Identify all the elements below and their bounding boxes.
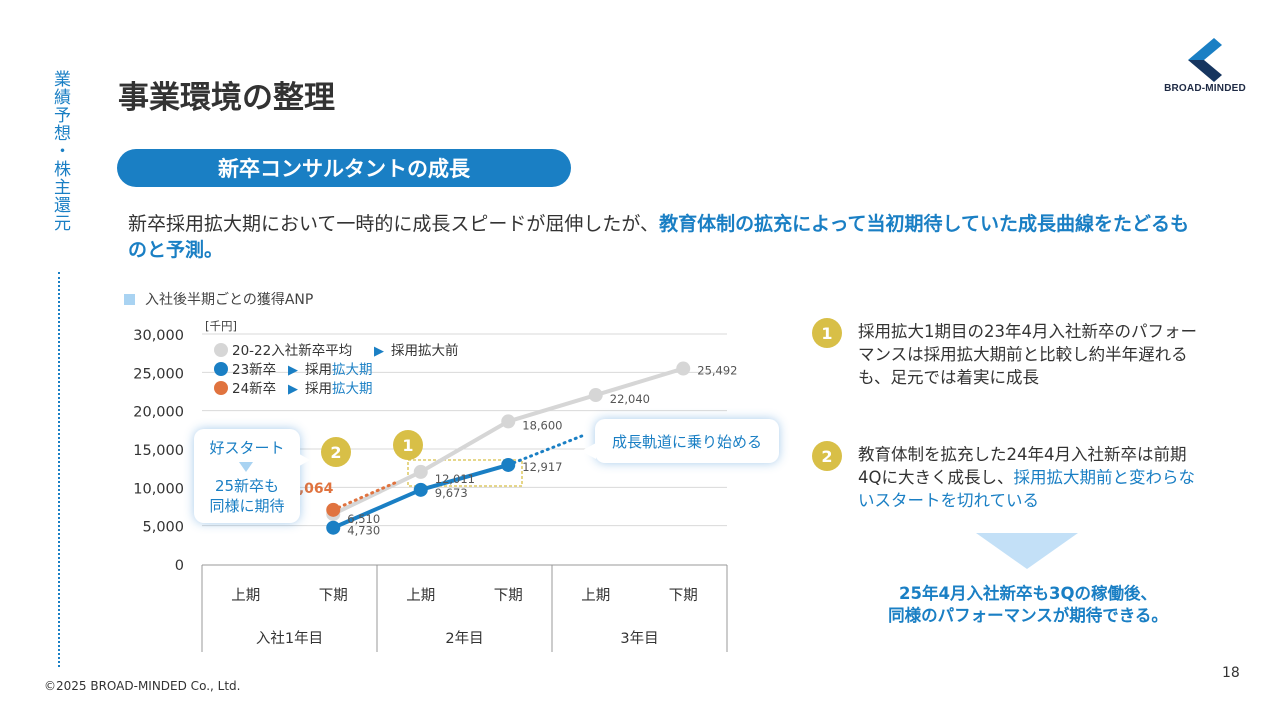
page-title: 事業環境の整理 (118, 80, 335, 116)
anp-line-chart: 0 5,000 10,000 15,000 20,000 25,000 30,000 [千円]… (133, 319, 738, 652)
down-arrow-icon (976, 533, 1078, 569)
y-tick-label: 25,000 (133, 366, 184, 382)
highlight-dotted-box (407, 459, 523, 487)
legend-tag-rest: 拡大期 (332, 362, 373, 378)
lead-paragraph: 新卒採用拡大期において一時的に成長スピードが屈伸したが、教育体制の拡充によって当… (128, 211, 1198, 263)
logo-wordmark: BROAD-MINDED (1164, 83, 1246, 94)
x-tick-label: 上期 (581, 587, 610, 604)
caption-square-icon (124, 294, 135, 305)
section-title-pill: 新卒コンサルタントの成長 (117, 149, 571, 187)
legend-marker (214, 381, 228, 395)
y-tick-label: 5,000 (142, 520, 184, 536)
projection-dotted-line (506, 433, 586, 467)
legend-tag: 採用拡大前 (391, 342, 459, 359)
point-1-text: 採用拡大1期目の23年4月入社新卒のパフォーマンスは採用拡大期前と比較し約半年遅… (858, 322, 1197, 387)
data-point (413, 464, 428, 479)
legend-name: 23新卒 (232, 362, 276, 378)
data-label: 4,730 (347, 524, 380, 538)
callout-pointer (581, 443, 596, 459)
legend-arrow-icon: ▶ (288, 382, 298, 397)
data-point (676, 361, 691, 376)
data-point (588, 388, 603, 403)
sidebar-section-label: 業績予想・株主還元 (50, 70, 70, 232)
projection-dotted-line (331, 479, 401, 512)
good-start-text: 好スタート (209, 439, 285, 457)
x-group-label: 3年目 (620, 630, 658, 647)
copyright-footer: ©2025 BROAD-MINDED Co., Ltd. (44, 679, 241, 693)
legend-arrow-icon: ▶ (374, 344, 384, 359)
on-track-text: 成長軌道に乗り始める (611, 432, 762, 451)
legend-marker (214, 362, 228, 376)
chart-badge-1: 1 (393, 430, 423, 460)
good-start-subtext: 25新卒も同様に期待 (194, 476, 300, 516)
legend-arrow-icon: ▶ (288, 363, 298, 378)
legend-tag-prefix: 採用 (305, 362, 332, 378)
conclusion-line1: 25年4月入社新卒も3Qの稼働後、 (899, 584, 1157, 603)
x-group-label: 入社1年目 (256, 630, 323, 647)
data-point (413, 482, 428, 497)
point-2-text: 教育体制を拡充した24年4月入社新卒は前期4Qに大きく成長し、採用拡大期前と変わ… (858, 443, 1203, 512)
data-label: 22,040 (610, 392, 650, 406)
x-tick-label: 上期 (231, 587, 260, 604)
data-label: 18,600 (522, 418, 562, 432)
data-label: 25,492 (697, 364, 737, 378)
legend-tag-rest: 拡大前 (418, 342, 459, 359)
callout-pointer (294, 451, 310, 469)
y-tick-label: 15,000 (133, 443, 184, 459)
logo-mark-icon (1188, 38, 1222, 82)
conclusion-line2: 同様のパフォーマンスが期待できる。 (888, 606, 1168, 625)
legend-tag-prefix: 採用 (305, 381, 332, 397)
data-label: 6,510 (347, 512, 380, 526)
y-unit-label: [千円] (205, 319, 237, 333)
data-point (326, 520, 341, 535)
legend-name: 24新卒 (232, 381, 276, 397)
good-start-sub-line1: 25新卒も (214, 477, 280, 495)
chart-badge-2: 2 (321, 437, 351, 467)
legend-marker (214, 343, 228, 357)
x-group-label: 2年目 (445, 630, 483, 647)
point-2-badge: 2 (812, 441, 842, 471)
good-start-callout: 好スタート 25新卒も同様に期待 (194, 429, 310, 523)
y-tick-label: 10,000 (133, 481, 184, 497)
sidebar-dotted-divider (58, 272, 60, 667)
x-tick-label: 下期 (319, 587, 348, 604)
legend-name: 20-22入社新卒平均 (232, 343, 352, 359)
point-2-text-highlight: 採用拡大期前と変わらないスタートを切れている (858, 468, 1195, 510)
company-logo: BROAD-MINDED (1160, 38, 1250, 98)
legend-tag-rest: 拡大期 (332, 381, 373, 397)
legend-tag: 採用拡大期 (305, 381, 373, 397)
data-label: 12,011 (435, 472, 475, 486)
data-point (326, 502, 341, 517)
data-label: 9,673 (435, 486, 468, 500)
callout-down-triangle-icon (239, 462, 253, 472)
y-tick-label: 20,000 (133, 405, 184, 421)
y-tick-label: 0 (175, 558, 184, 574)
conclusion-text: 25年4月入社新卒も3Qの稼働後、 同様のパフォーマンスが期待できる。 (840, 583, 1216, 627)
on-track-callout: 成長軌道に乗り始める (581, 419, 779, 463)
point-2-text-normal: 教育体制を拡充した24年4月入社新卒は前期4Qに大きく成長し、 (858, 445, 1187, 487)
x-tick-label: 上期 (406, 587, 435, 604)
lead-highlight: 教育体制の拡充によって当初期待していた成長曲線をたどるものと予測。 (128, 213, 1189, 261)
chart-caption: 入社後半期ごとの獲得ANP (124, 289, 313, 309)
point-1-badge: 1 (812, 318, 842, 348)
data-label: 12,917 (522, 460, 562, 474)
legend-tag-prefix: 採用 (391, 343, 418, 359)
x-tick-label: 下期 (669, 587, 698, 604)
data-point (501, 457, 516, 472)
lead-text: 新卒採用拡大期において一時的に成長スピードが屈伸したが、 (128, 213, 660, 235)
chart-caption-text: 入社後半期ごとの獲得ANP (145, 292, 314, 308)
y-tick-label: 30,000 (133, 328, 184, 344)
data-label: 7,064 (289, 481, 334, 497)
page-number: 18 (1222, 665, 1240, 681)
data-point (501, 414, 516, 429)
good-start-sub-line2: 同様に期待 (209, 497, 285, 515)
x-tick-label: 下期 (494, 587, 523, 604)
legend-tag: 採用拡大期 (305, 362, 373, 378)
